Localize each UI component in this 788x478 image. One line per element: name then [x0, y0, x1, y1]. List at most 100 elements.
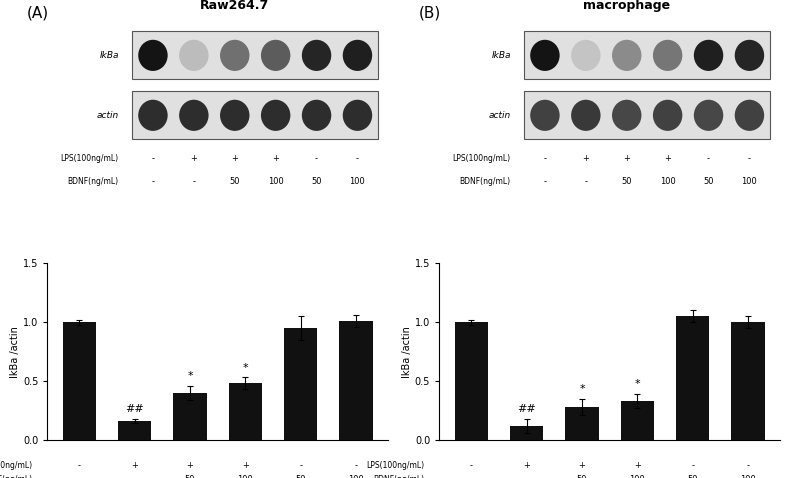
Text: 50: 50: [577, 475, 587, 478]
Text: actin: actin: [489, 111, 511, 120]
Text: -: -: [707, 154, 710, 163]
Bar: [455, 322, 488, 440]
Text: ##: ##: [125, 404, 144, 414]
Bar: [284, 328, 318, 440]
Text: *: *: [579, 384, 585, 394]
Text: +: +: [523, 461, 530, 470]
Ellipse shape: [138, 40, 168, 71]
Text: +: +: [132, 461, 138, 470]
Ellipse shape: [653, 40, 682, 71]
Bar: [566, 407, 599, 440]
Bar: [132, 91, 378, 139]
Text: 50: 50: [185, 475, 195, 478]
Ellipse shape: [302, 40, 331, 71]
Text: 50: 50: [704, 177, 714, 186]
Text: BDNF(ng/mL): BDNF(ng/mL): [459, 177, 511, 186]
Text: ##: ##: [517, 404, 536, 414]
Bar: [676, 316, 709, 440]
Ellipse shape: [693, 100, 723, 131]
Text: -: -: [151, 177, 154, 186]
Text: +: +: [578, 461, 585, 470]
Y-axis label: IkBa /actin: IkBa /actin: [10, 326, 20, 378]
Bar: [173, 393, 206, 440]
Text: (A): (A): [27, 6, 49, 21]
Text: 50: 50: [687, 475, 698, 478]
Bar: [731, 322, 764, 440]
Ellipse shape: [261, 40, 291, 71]
Text: -: -: [746, 461, 749, 470]
Ellipse shape: [693, 40, 723, 71]
Text: *: *: [634, 379, 640, 389]
Text: 100: 100: [348, 475, 364, 478]
Bar: [525, 91, 770, 139]
Text: *: *: [188, 371, 193, 381]
Text: +: +: [242, 461, 249, 470]
Ellipse shape: [179, 40, 209, 71]
Ellipse shape: [343, 100, 372, 131]
Text: +: +: [664, 154, 671, 163]
Text: +: +: [191, 154, 197, 163]
Ellipse shape: [138, 100, 168, 131]
Bar: [621, 401, 654, 440]
Text: *: *: [243, 363, 248, 373]
Ellipse shape: [530, 40, 559, 71]
Text: -: -: [470, 461, 473, 470]
Bar: [63, 322, 96, 440]
Text: +: +: [582, 154, 589, 163]
Bar: [525, 32, 770, 79]
Text: macrophage: macrophage: [583, 0, 671, 12]
Text: -: -: [748, 154, 751, 163]
Text: Raw264.7: Raw264.7: [200, 0, 269, 12]
Text: -: -: [544, 177, 546, 186]
Text: -: -: [470, 475, 473, 478]
Text: BDNF(ng/mL): BDNF(ng/mL): [68, 177, 119, 186]
Ellipse shape: [179, 100, 209, 131]
Bar: [132, 32, 378, 79]
Text: +: +: [272, 154, 279, 163]
Text: IkBa: IkBa: [492, 51, 511, 60]
Text: -: -: [355, 461, 358, 470]
Text: (B): (B): [418, 6, 441, 21]
Text: 100: 100: [630, 475, 645, 478]
Text: -: -: [525, 475, 528, 478]
Ellipse shape: [530, 100, 559, 131]
Text: 50: 50: [311, 177, 322, 186]
Text: actin: actin: [97, 111, 119, 120]
Text: +: +: [634, 461, 641, 470]
Text: 100: 100: [350, 177, 366, 186]
Text: -: -: [299, 461, 303, 470]
Text: 100: 100: [237, 475, 253, 478]
Text: 100: 100: [660, 177, 675, 186]
Ellipse shape: [734, 100, 764, 131]
Ellipse shape: [343, 40, 372, 71]
Text: 50: 50: [296, 475, 306, 478]
Text: 50: 50: [622, 177, 632, 186]
Text: BDNF(ng/mL): BDNF(ng/mL): [0, 475, 32, 478]
Text: LPS(100ng/mL): LPS(100ng/mL): [61, 154, 119, 163]
Text: -: -: [192, 177, 195, 186]
Ellipse shape: [220, 100, 250, 131]
Bar: [510, 425, 543, 440]
Text: -: -: [585, 177, 587, 186]
Bar: [229, 383, 262, 440]
Text: +: +: [232, 154, 238, 163]
Bar: [118, 421, 151, 440]
Text: -: -: [356, 154, 359, 163]
Ellipse shape: [612, 40, 641, 71]
Ellipse shape: [734, 40, 764, 71]
Y-axis label: IkBa /actin: IkBa /actin: [402, 326, 412, 378]
Text: BDNF(ng/mL): BDNF(ng/mL): [374, 475, 424, 478]
Ellipse shape: [571, 100, 600, 131]
Bar: [340, 321, 373, 440]
Text: -: -: [78, 461, 81, 470]
Ellipse shape: [220, 40, 250, 71]
Text: -: -: [315, 154, 318, 163]
Text: -: -: [133, 475, 136, 478]
Text: 100: 100: [740, 475, 756, 478]
Text: LPS(100ng/mL): LPS(100ng/mL): [0, 461, 32, 470]
Text: -: -: [151, 154, 154, 163]
Text: +: +: [623, 154, 630, 163]
Text: 100: 100: [742, 177, 757, 186]
Text: 100: 100: [268, 177, 284, 186]
Text: -: -: [78, 475, 81, 478]
